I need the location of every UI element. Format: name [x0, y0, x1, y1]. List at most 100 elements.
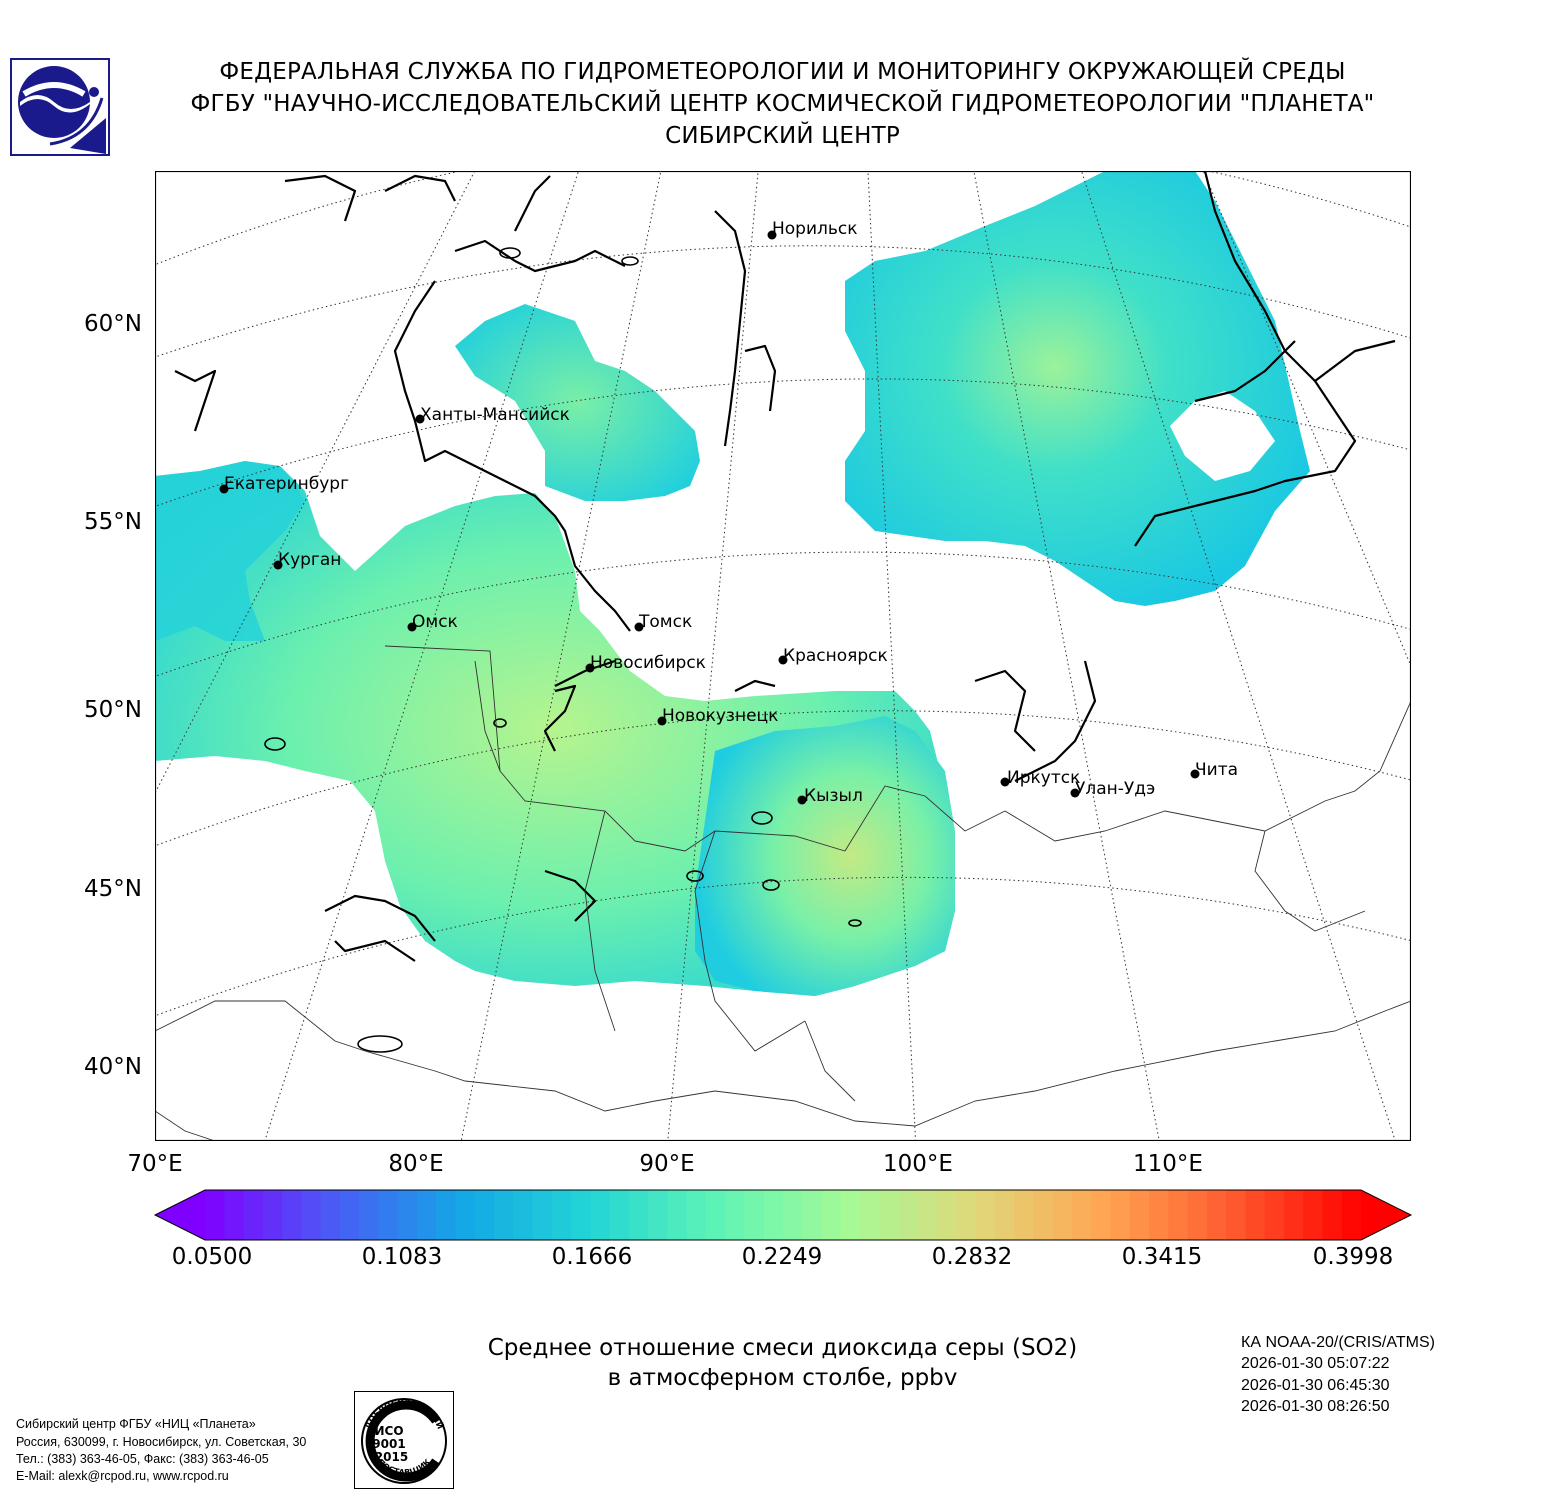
- city-label-irkutsk: Иркутск: [1007, 768, 1080, 788]
- lat-label-45: 45°N: [84, 876, 142, 902]
- colorbar-cell: [1110, 1190, 1131, 1240]
- colorbar-cell: [590, 1190, 611, 1240]
- caption-line2: в атмосферном столбе, ppbv: [607, 1365, 958, 1391]
- colorbar-cell: [205, 1190, 225, 1240]
- satellite-time-3: 2026-01-30 08:26:50: [1241, 1398, 1390, 1415]
- satellite-time-2: 2026-01-30 06:45:30: [1241, 1377, 1390, 1394]
- colorbar-tick-3: 0.2249: [741, 1244, 823, 1270]
- colorbar-cell: [1187, 1190, 1208, 1240]
- city-label-krasnoyarsk: Красноярск: [783, 646, 888, 666]
- satellite-time-1: 2026-01-30 05:07:22: [1241, 1355, 1390, 1372]
- colorbar-cell: [705, 1190, 726, 1240]
- contact-org: Сибирский центр ФГБУ «НИЦ «Планета»: [16, 1417, 256, 1431]
- city-label-tomsk: Томск: [638, 612, 692, 632]
- city-label-novosibirsk: Новосибирск: [590, 653, 706, 673]
- colorbar: [153, 1189, 1413, 1241]
- colorbar-cell: [744, 1190, 765, 1240]
- city-label-ekaterinburg: Екатеринбург: [224, 474, 349, 494]
- satellite-name: КА NOAA-20/(CRIS/ATMS): [1241, 1334, 1435, 1351]
- colorbar-cell: [571, 1190, 591, 1240]
- city-dot-ekaterinburg: [219, 484, 229, 494]
- roshydromet-logo-icon: [10, 58, 110, 156]
- city-dot-irkutsk: [1000, 777, 1010, 787]
- colorbar-cell: [224, 1190, 245, 1240]
- colorbar-cell: [436, 1190, 457, 1240]
- colorbar-cell: [898, 1190, 919, 1240]
- colorbar-cell: [628, 1190, 649, 1240]
- colorbar-cell: [243, 1190, 264, 1240]
- colorbar-tick-2: 0.1666: [551, 1244, 633, 1270]
- contact-address: Россия, 630099, г. Новосибирск, ул. Сове…: [16, 1435, 307, 1449]
- iso-9001-badge-icon: ДОБРОСОВЕСТНЫЙ ПОСТАВЩИК ИСО 9001 -2015: [354, 1391, 454, 1489]
- colorbar-cell: [917, 1190, 938, 1240]
- so2-field-south: [695, 716, 955, 996]
- colorbar-cell: [879, 1190, 900, 1240]
- colorbar-cell: [686, 1190, 707, 1240]
- caption-line1: Среднее отношение смеси диоксида серы (S…: [487, 1335, 1078, 1361]
- city-label-omsk: Омск: [412, 612, 458, 632]
- colorbar-cell: [840, 1190, 861, 1240]
- iso-line1: ИСО: [374, 1424, 403, 1438]
- colorbar-cell: [609, 1190, 630, 1240]
- city-dot-krasnoyarsk: [778, 655, 788, 665]
- colorbar-cell: [1322, 1190, 1343, 1240]
- colorbar-cell: [802, 1190, 823, 1240]
- colorbar-cell: [1091, 1190, 1112, 1240]
- city-dot-novokuznetsk: [657, 716, 667, 726]
- lon-label-100: 100°E: [883, 1151, 953, 1177]
- so2-field-north-central: [455, 304, 700, 501]
- city-dot-tomsk: [634, 622, 644, 632]
- colorbar-cell: [763, 1190, 784, 1240]
- city-dot-kyzyl: [797, 795, 807, 805]
- colorbar-cell: [1149, 1190, 1169, 1240]
- city-dot-norilsk: [767, 230, 777, 240]
- city-label-khanty-mansiysk: Ханты-Мансийск: [420, 405, 570, 425]
- colorbar-min-extend: [155, 1190, 205, 1240]
- colorbar-cell: [1072, 1190, 1092, 1240]
- colorbar-cell: [494, 1190, 514, 1240]
- city-label-kyzyl: Кызыл: [804, 786, 863, 806]
- colorbar-cell: [320, 1190, 341, 1240]
- colorbar-cell: [1168, 1190, 1189, 1240]
- contact-email: E-Mail: alexk@rcpod.ru, www.rcpod.ru: [16, 1469, 229, 1483]
- lon-label-70: 70°E: [127, 1151, 183, 1177]
- colorbar-cell: [648, 1190, 668, 1240]
- colorbar-cell: [474, 1190, 495, 1240]
- city-dot-ulan-ude: [1070, 788, 1080, 798]
- colorbar-tick-5: 0.3415: [1121, 1244, 1203, 1270]
- colorbar-cell: [783, 1190, 803, 1240]
- colorbar-tick-0: 0.0500: [171, 1244, 253, 1270]
- colorbar-cell: [1052, 1190, 1073, 1240]
- city-label-novokuznetsk: Новокузнецк: [662, 706, 778, 726]
- colorbar-tick-1: 0.1083: [361, 1244, 443, 1270]
- lon-label-80: 80°E: [388, 1151, 444, 1177]
- colorbar-cell: [262, 1190, 283, 1240]
- colorbar-cell: [994, 1190, 1015, 1240]
- header-center: СИБИРСКИЙ ЦЕНТР: [665, 123, 900, 149]
- lat-label-60: 60°N: [84, 311, 142, 337]
- city-label-ulan-ude: Улан-Удэ: [1075, 779, 1155, 799]
- colorbar-cell: [532, 1190, 553, 1240]
- colorbar-cell: [860, 1190, 880, 1240]
- colorbar-cell: [513, 1190, 534, 1240]
- lat-label-55: 55°N: [84, 509, 142, 535]
- header-institute: ФГБУ "НАУЧНО-ИССЛЕДОВАТЕЛЬСКИЙ ЦЕНТР КОС…: [190, 91, 1375, 117]
- lat-label-40: 40°N: [84, 1054, 142, 1080]
- colorbar-cell: [416, 1190, 437, 1240]
- colorbar-cell: [975, 1190, 996, 1240]
- colorbar-cell: [937, 1190, 957, 1240]
- colorbar-cell: [551, 1190, 572, 1240]
- colorbar-cell: [1014, 1190, 1035, 1240]
- contact-phone: Тел.: (383) 363-46-05, Факс: (383) 363-4…: [16, 1452, 269, 1466]
- city-label-kurgan: Курган: [278, 550, 341, 570]
- colorbar-cell: [725, 1190, 746, 1240]
- colorbar-cell: [378, 1190, 399, 1240]
- colorbar-cell: [397, 1190, 418, 1240]
- city-dot-khanty-mansiysk: [415, 414, 425, 424]
- colorbar-max-extend: [1361, 1190, 1411, 1240]
- city-dot-novosibirsk: [585, 663, 595, 673]
- city-dot-omsk: [407, 622, 417, 632]
- city-dot-chita: [1190, 769, 1200, 779]
- city-label-norilsk: Норильск: [772, 219, 858, 239]
- colorbar-cell: [1341, 1190, 1362, 1240]
